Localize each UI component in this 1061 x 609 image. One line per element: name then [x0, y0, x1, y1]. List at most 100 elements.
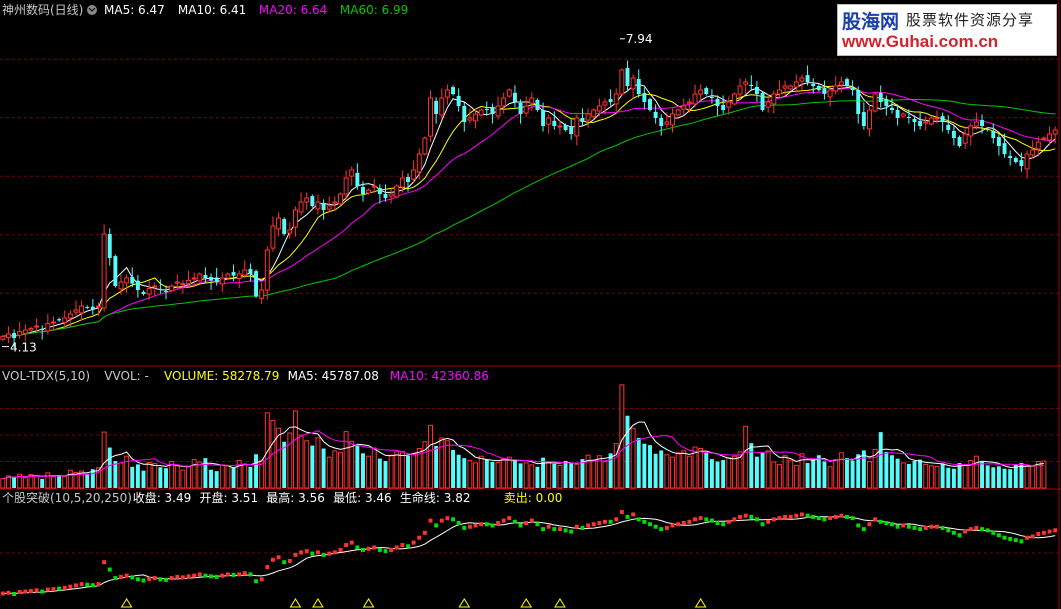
- candle-body[interactable]: [946, 124, 951, 130]
- candle-body[interactable]: [850, 87, 855, 90]
- volume-bar[interactable]: [636, 437, 641, 488]
- candle-body[interactable]: [968, 125, 974, 137]
- candle-body[interactable]: [186, 279, 191, 285]
- indicator-block[interactable]: [738, 514, 743, 519]
- volume-bar[interactable]: [928, 465, 934, 489]
- indicator-block[interactable]: [45, 587, 50, 592]
- candle-body[interactable]: [236, 273, 242, 279]
- volume-bar[interactable]: [653, 453, 658, 488]
- indicator-block[interactable]: [1041, 530, 1046, 535]
- volume-bar[interactable]: [850, 460, 855, 488]
- candle-body[interactable]: [642, 93, 647, 102]
- indicator-block[interactable]: [17, 590, 22, 595]
- volume-bar[interactable]: [771, 461, 777, 489]
- indicator-block[interactable]: [833, 514, 838, 519]
- indicator-block[interactable]: [451, 517, 455, 522]
- indicator-block[interactable]: [152, 576, 157, 581]
- indicator-block[interactable]: [445, 516, 450, 521]
- candle-body[interactable]: [383, 194, 388, 198]
- candle-body[interactable]: [355, 172, 360, 186]
- volume-bar[interactable]: [715, 461, 720, 489]
- indicator-block[interactable]: [743, 513, 748, 518]
- indicator-block[interactable]: [85, 582, 90, 587]
- candle-body[interactable]: [338, 193, 343, 205]
- indicator-block[interactable]: [805, 513, 810, 518]
- candle-body[interactable]: [737, 85, 743, 95]
- candle-body[interactable]: [512, 92, 517, 102]
- volume-bar[interactable]: [45, 472, 51, 489]
- volume-bar[interactable]: [236, 460, 242, 489]
- volume-bar[interactable]: [315, 437, 321, 489]
- candle-body[interactable]: [67, 313, 73, 319]
- indicator-block[interactable]: [214, 574, 219, 579]
- candle-body[interactable]: [636, 78, 641, 94]
- indicator-block[interactable]: [1053, 528, 1058, 533]
- candle-body[interactable]: [563, 125, 568, 130]
- candle-body[interactable]: [298, 201, 304, 213]
- candle-body[interactable]: [197, 273, 203, 282]
- candle-body[interactable]: [822, 88, 827, 94]
- indicator-block[interactable]: [287, 558, 292, 563]
- indicator-block[interactable]: [670, 523, 675, 528]
- volume-bar[interactable]: [704, 452, 709, 488]
- indicator-block[interactable]: [614, 517, 619, 522]
- indicator-block[interactable]: [124, 573, 129, 578]
- candle-body[interactable]: [884, 99, 889, 106]
- candle-body[interactable]: [878, 93, 883, 102]
- volume-bar[interactable]: [338, 451, 343, 489]
- candle-body[interactable]: [782, 85, 788, 89]
- indicator-block[interactable]: [918, 527, 923, 532]
- volume-bar[interactable]: [878, 432, 883, 488]
- indicator-block[interactable]: [248, 572, 253, 577]
- volume-bar[interactable]: [973, 455, 979, 489]
- candle-body[interactable]: [490, 107, 495, 114]
- candle-body[interactable]: [45, 323, 51, 332]
- volume-bar[interactable]: [675, 452, 681, 489]
- buy-signal-icon[interactable]: [458, 598, 471, 608]
- volume-bar[interactable]: [282, 441, 287, 488]
- candle-body[interactable]: [957, 137, 962, 146]
- volume-bar[interactable]: [34, 475, 40, 489]
- indicator-block[interactable]: [783, 514, 788, 519]
- volume-bar[interactable]: [473, 462, 479, 489]
- candle-body[interactable]: [388, 193, 394, 197]
- indicator-block[interactable]: [771, 517, 776, 522]
- volume-bar[interactable]: [946, 467, 951, 488]
- indicator-block[interactable]: [299, 550, 304, 555]
- candle-body[interactable]: [495, 105, 501, 117]
- candle-body[interactable]: [79, 305, 85, 314]
- candle-body[interactable]: [1047, 133, 1053, 141]
- candle-body[interactable]: [704, 88, 709, 94]
- indicator-block[interactable]: [400, 543, 405, 548]
- candle-body[interactable]: [501, 97, 507, 107]
- candle-body[interactable]: [343, 177, 349, 195]
- candle-body[interactable]: [85, 306, 90, 308]
- candle-body[interactable]: [996, 137, 1001, 146]
- volume-bar[interactable]: [197, 461, 203, 489]
- indicator-block[interactable]: [34, 588, 39, 593]
- volume-bar[interactable]: [659, 450, 664, 488]
- indicator-block[interactable]: [996, 533, 1001, 538]
- volume-bar[interactable]: [557, 464, 563, 489]
- indicator-block[interactable]: [636, 517, 641, 522]
- indicator-block[interactable]: [6, 590, 11, 595]
- candle-body[interactable]: [214, 277, 219, 282]
- volume-bar[interactable]: [940, 463, 945, 488]
- volume-bar[interactable]: [523, 462, 529, 489]
- volume-bar[interactable]: [495, 461, 501, 489]
- candle-body[interactable]: [406, 177, 410, 182]
- volume-bar[interactable]: [844, 458, 849, 488]
- volume-bar[interactable]: [648, 445, 652, 488]
- indicator-block[interactable]: [985, 528, 990, 533]
- buy-signal-icon[interactable]: [289, 598, 302, 608]
- indicator-block[interactable]: [254, 579, 259, 584]
- candle-body[interactable]: [28, 327, 34, 331]
- candle-body[interactable]: [1008, 155, 1013, 158]
- breakout-indicator[interactable]: [0, 510, 1058, 608]
- candle-body[interactable]: [771, 93, 777, 105]
- volume-bar[interactable]: [895, 458, 900, 488]
- candle-body[interactable]: [776, 89, 782, 95]
- volume-bar[interactable]: [670, 456, 675, 489]
- candle-body[interactable]: [96, 305, 101, 308]
